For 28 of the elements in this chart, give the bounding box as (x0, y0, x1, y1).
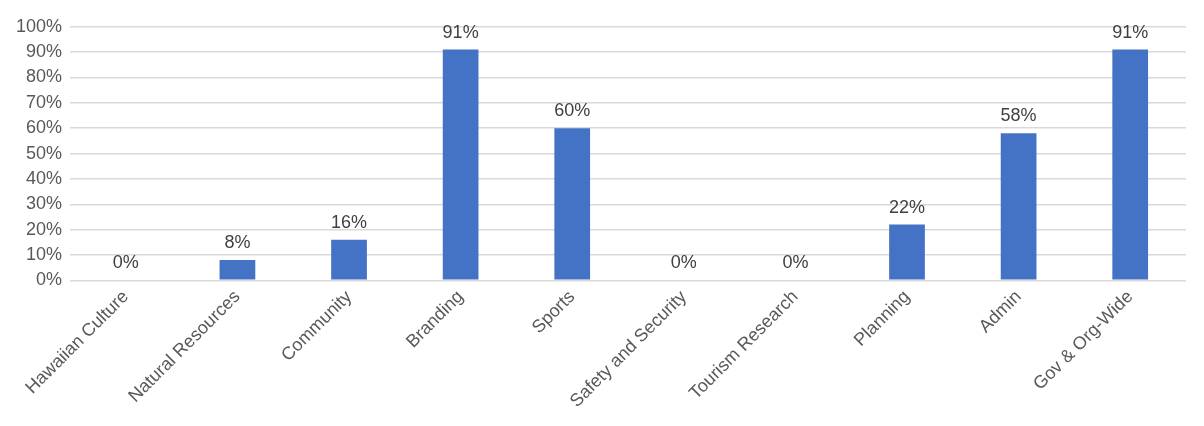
y-tick-label: 20% (26, 218, 63, 239)
y-tick-label: 30% (26, 193, 63, 214)
data-label: 91% (1112, 21, 1149, 42)
bar (219, 260, 256, 280)
y-tick-label: 0% (36, 269, 63, 290)
y-tick-label: 40% (26, 167, 63, 188)
data-label: 0% (112, 252, 139, 273)
y-tick-label: 80% (26, 66, 63, 87)
y-tick-label: 10% (26, 243, 63, 264)
bar (1000, 133, 1037, 280)
data-label: 0% (670, 252, 697, 273)
data-label: 60% (554, 100, 591, 121)
bar (554, 128, 591, 280)
bar (1112, 49, 1149, 280)
y-tick-label: 100% (15, 15, 63, 36)
data-label: 0% (782, 252, 809, 273)
bar (889, 224, 925, 280)
y-tick-label: 50% (26, 142, 63, 163)
y-tick-label: 70% (26, 91, 63, 112)
data-label: 8% (224, 232, 251, 253)
data-label: 58% (1000, 105, 1037, 126)
bar (331, 239, 367, 280)
data-label: 91% (442, 21, 479, 42)
y-tick-label: 60% (26, 117, 63, 138)
data-label: 16% (331, 211, 368, 232)
data-label: 22% (888, 196, 926, 217)
bar (442, 49, 479, 280)
y-tick-label: 90% (26, 41, 63, 62)
